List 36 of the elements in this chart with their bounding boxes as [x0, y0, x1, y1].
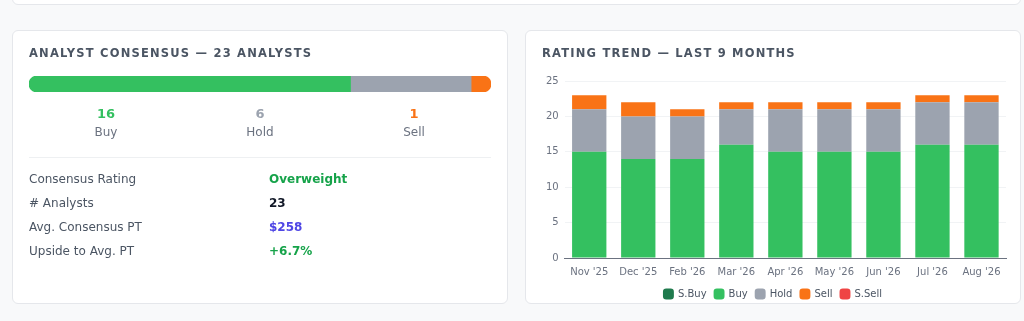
text: Avg. Consensus PT [29, 220, 142, 234]
y-tick-label: 25 [545, 74, 559, 86]
text: +6.7% [269, 244, 313, 258]
legend-label: S.Buy [677, 287, 707, 299]
y-tick-label: 15 [545, 145, 559, 157]
legend-label: S.Sell [854, 287, 883, 299]
x-tick-label: May '26 [814, 265, 855, 277]
text: 16 [95, 106, 117, 121]
text: Sell [402, 125, 426, 139]
text: Hold [245, 125, 275, 139]
x-tick-label: Apr '26 [767, 265, 804, 277]
x-tick-label: Jun '26 [865, 265, 901, 277]
text: Overweight [269, 172, 348, 186]
text: Consensus Rating [29, 172, 137, 186]
x-tick-label: Dec '25 [619, 265, 658, 277]
x-tick-label: Aug '26 [962, 265, 1001, 277]
text: 1 [408, 106, 420, 121]
text: 6 [254, 106, 266, 121]
legend-label: Buy [728, 287, 748, 299]
y-tick-label: 5 [552, 216, 559, 228]
x-tick-label: Nov '25 [570, 265, 609, 277]
x-tick-label: Feb '26 [669, 265, 706, 277]
text: $258 [269, 220, 303, 234]
x-tick-label: Jul '26 [916, 265, 948, 277]
text: Upside to Avg. PT [29, 244, 135, 258]
y-tick-label: 0 [552, 251, 559, 263]
legend-label: Hold [769, 287, 793, 299]
y-tick-label: 20 [545, 109, 559, 121]
text: 23 [269, 196, 286, 210]
legend-label: Sell [814, 287, 833, 299]
y-tick-label: 10 [545, 180, 559, 192]
text: # Analysts [29, 196, 94, 210]
text: Buy [93, 125, 119, 139]
chart-title: RATING TREND — LAST 9 MONTHS [542, 46, 796, 60]
chart-title: ANALYST CONSENSUS — 23 ANALYSTS [29, 46, 313, 60]
x-tick-label: Mar '26 [717, 265, 756, 277]
